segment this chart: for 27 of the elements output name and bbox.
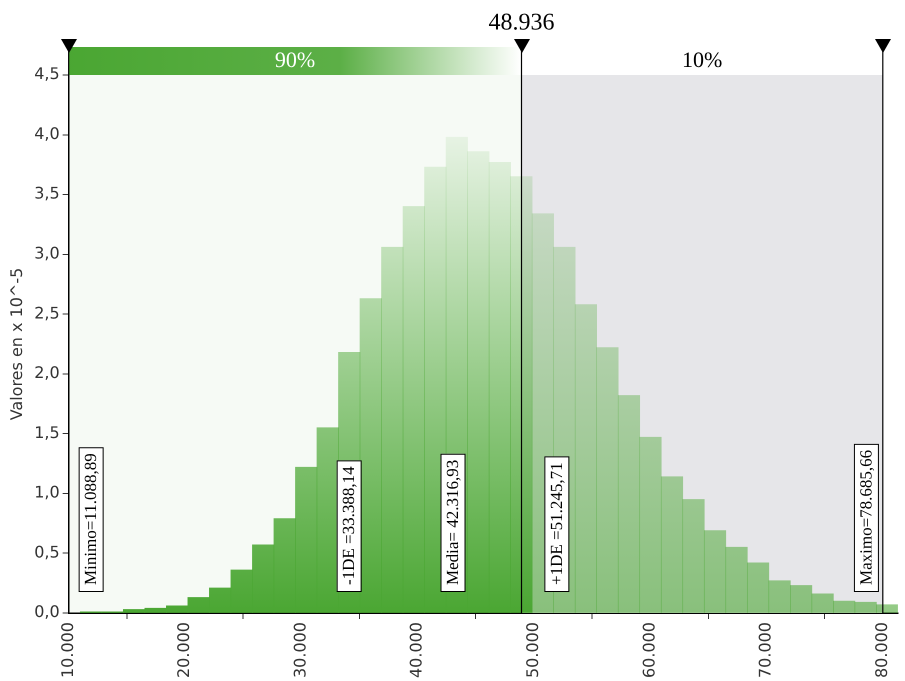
annotation: Media= 42.316,93 <box>442 460 462 586</box>
band-label: 90% <box>274 46 316 72</box>
x-tick-label: 80.000 <box>872 622 891 678</box>
x-tick-label: 40.000 <box>406 622 426 678</box>
y-tick-label: 4,0 <box>34 124 60 143</box>
ref-line-label: 48.936 <box>488 9 554 36</box>
band-label: 10% <box>682 46 722 72</box>
annotation: Maximo=78.685,66 <box>856 450 876 586</box>
annotation: +1DE =51.245,71 <box>546 462 566 586</box>
y-tick-label: 2,5 <box>34 303 60 322</box>
y-tick-label: 1,0 <box>34 482 60 502</box>
x-tick-label: 10.000 <box>58 622 77 678</box>
y-tick-label: 0,5 <box>34 542 60 562</box>
y-tick-label: 1,5 <box>34 422 60 442</box>
x-tick-label: 20.000 <box>174 622 194 678</box>
y-tick-label: 0,0 <box>34 602 60 622</box>
y-tick-label: 3,0 <box>34 243 60 262</box>
x-tick-label: 30.000 <box>290 622 310 678</box>
annotation: -1DE =33.388,14 <box>339 466 358 586</box>
annotation: Minimo=11.088,89 <box>81 453 100 586</box>
y-tick-label: 2,0 <box>34 363 60 382</box>
x-tick-label: 50.000 <box>523 622 542 678</box>
x-tick-label: 70.000 <box>756 622 775 678</box>
y-axis-title: Valores en x 10^-5 <box>6 268 26 420</box>
y-tick-label: 3,5 <box>34 184 60 203</box>
x-tick-label: 60.000 <box>639 622 658 678</box>
y-tick-label: 4,5 <box>34 64 60 84</box>
